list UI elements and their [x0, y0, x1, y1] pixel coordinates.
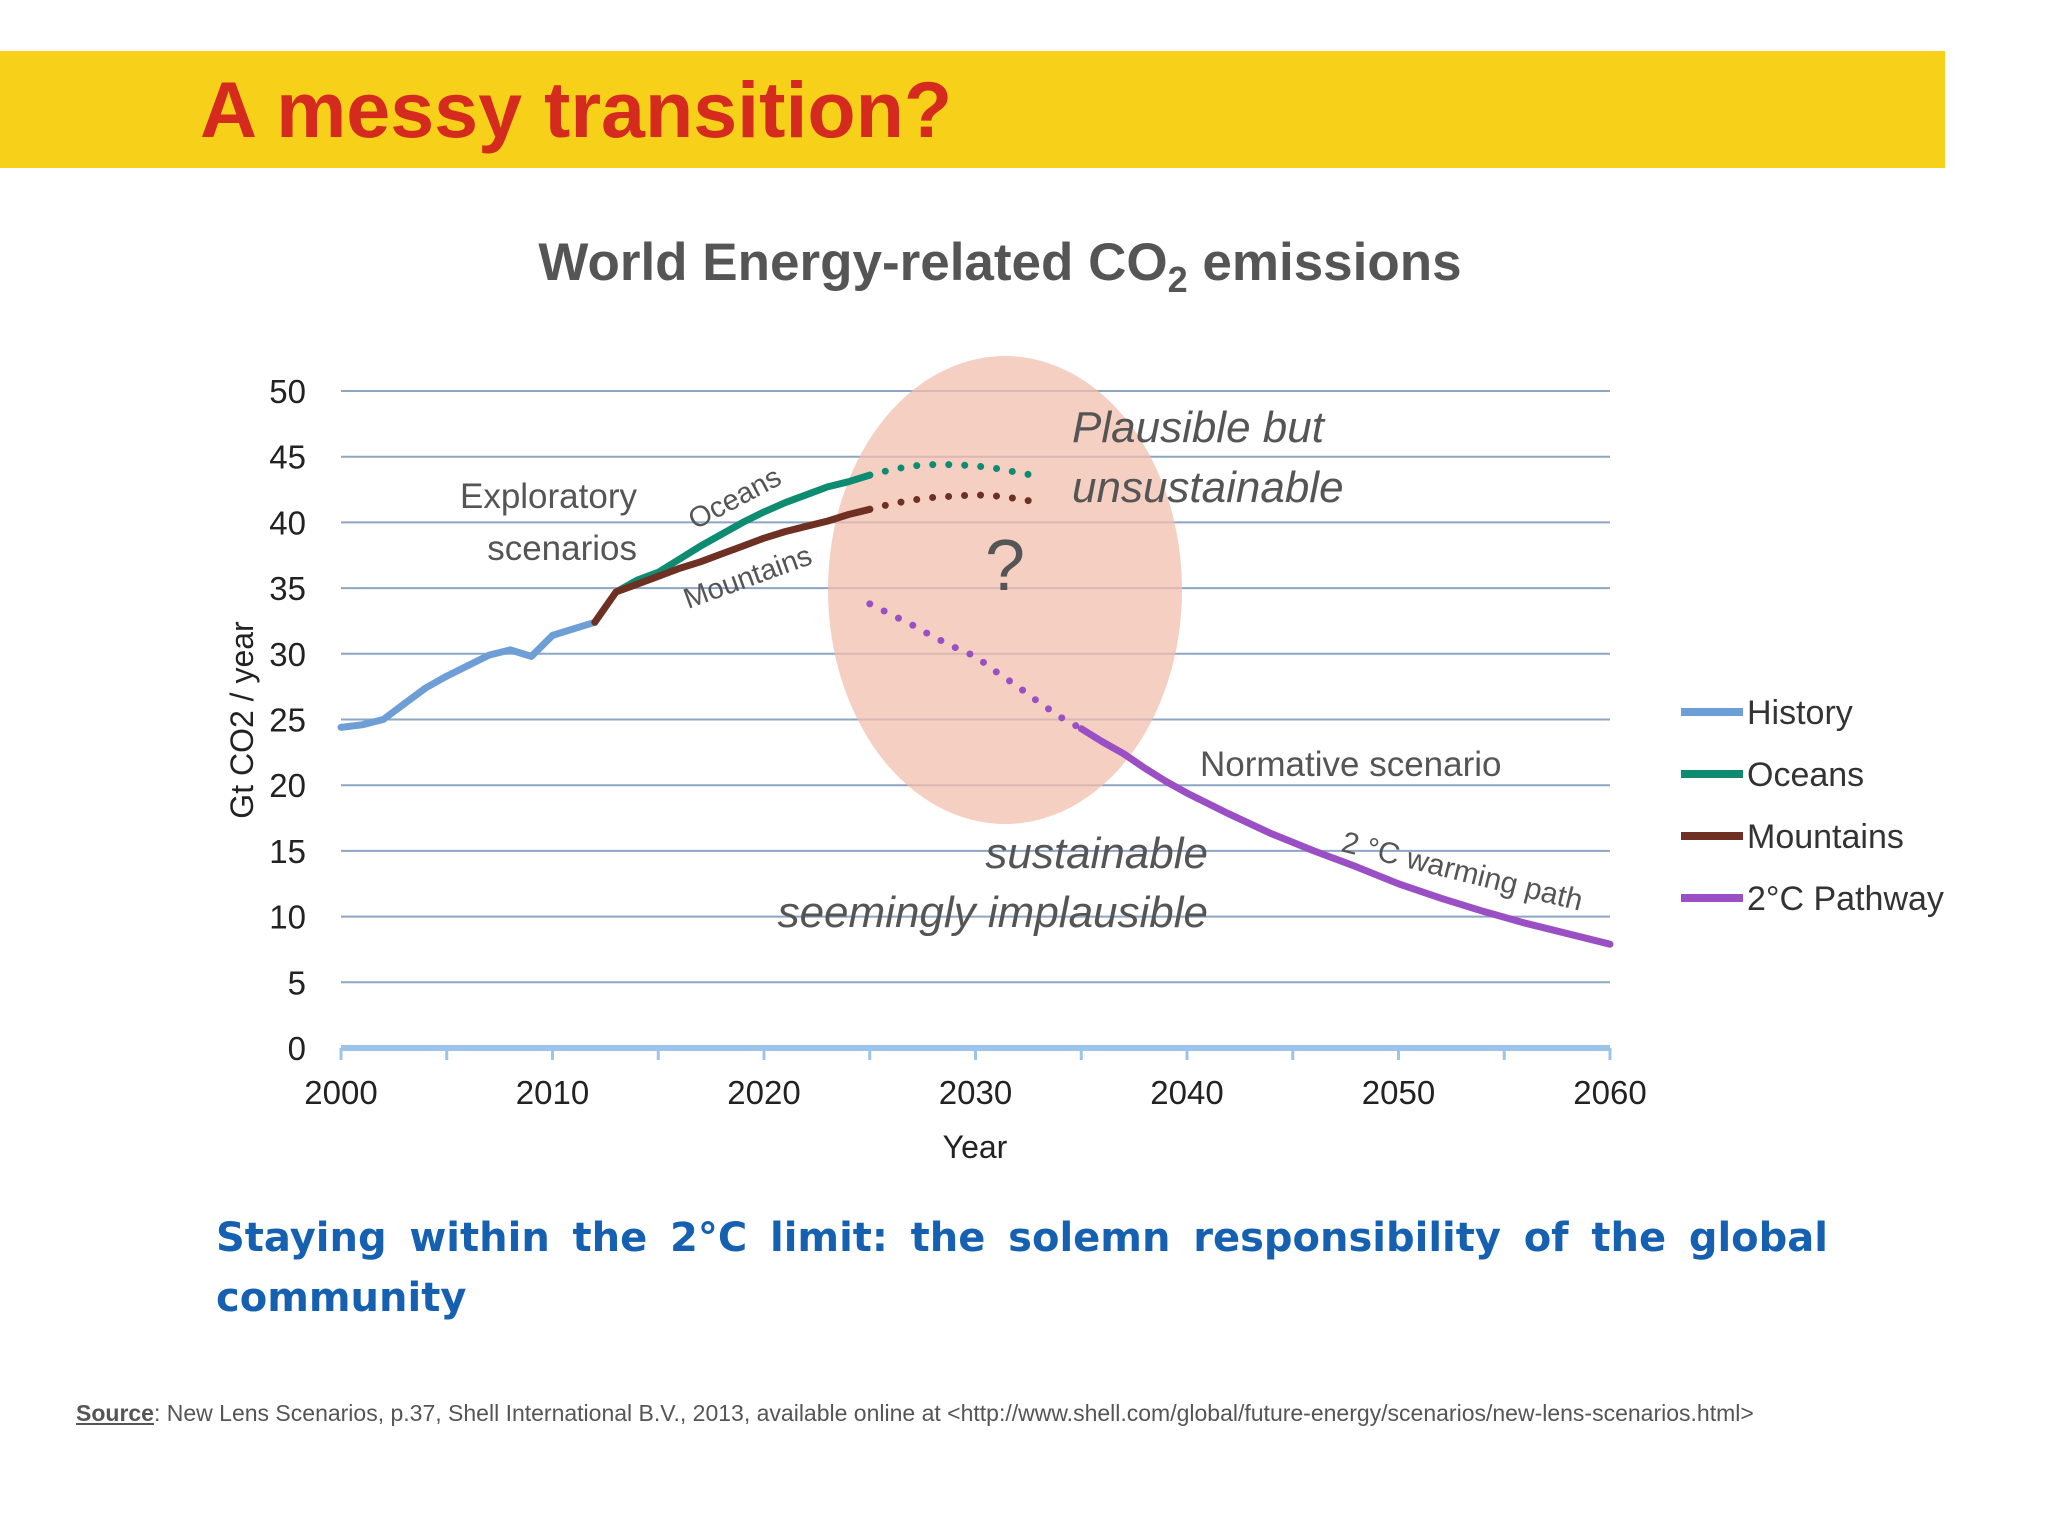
x-tick-label: 2060: [1573, 1074, 1646, 1111]
y-tick-label: 20: [269, 767, 306, 804]
x-tick-label: 2000: [304, 1074, 377, 1111]
legend-label-2-c-pathway: 2°C Pathway: [1747, 880, 1944, 918]
legend-label-mountains: Mountains: [1747, 818, 1904, 856]
y-tick-label: 25: [269, 702, 306, 739]
series-line-history: [337, 618, 599, 731]
legend-label-history: History: [1747, 694, 1853, 732]
x-tick-label: 2040: [1150, 1074, 1223, 1111]
x-tick-label: 2010: [516, 1074, 589, 1111]
y-tick-label: 45: [269, 439, 306, 476]
title-banner: [0, 51, 1945, 168]
x-tick-label: 2020: [727, 1074, 800, 1111]
y-tick-label: 35: [269, 570, 306, 607]
series-projection-2-c-pathway: [866, 600, 1085, 733]
source-text: : New Lens Scenarios, p.37, Shell Intern…: [153, 1400, 1754, 1426]
chart-title-subscript: 2: [1167, 259, 1188, 300]
y-tick-label: 40: [269, 504, 306, 541]
series-line-mountains: [591, 505, 874, 626]
annotation-unsustainable: unsustainable: [1072, 463, 1344, 512]
chart-title: World Energy-related CO2 emissions: [0, 232, 2000, 300]
annotation-exploratory: Exploratory: [460, 477, 638, 516]
x-tick-label: 2030: [939, 1074, 1012, 1111]
series-projection-oceans: [866, 461, 1043, 480]
y-tick-label: 15: [269, 833, 306, 870]
annotation-sustainable: sustainable: [985, 829, 1208, 878]
emissions-chart: 0 5 10 15 20 25 30 35 40 45 50 2000 2010 2020 2030 2040…: [224, 356, 1944, 1165]
slide-title: A messy transition?: [200, 65, 953, 154]
y-tick-label: 5: [288, 964, 306, 1001]
y-tick-label: 10: [269, 899, 306, 936]
legend-label-oceans: Oceans: [1747, 756, 1864, 794]
source-label: Source: [76, 1400, 154, 1426]
uncertainty-ellipse: [828, 356, 1182, 824]
annotation-scenarios: scenarios: [487, 529, 637, 568]
chart-title-tail: emissions: [1187, 233, 1462, 292]
x-tick-label: 2050: [1362, 1074, 1435, 1111]
series-line-oceans: [612, 471, 874, 596]
source-note: Source: New Lens Scenarios, p.37, Shell …: [76, 1398, 1896, 1429]
x-axis-title: Year: [943, 1129, 1008, 1165]
annotation-mountains: Mountains: [679, 540, 816, 616]
annotation-implausible: seemingly implausible: [778, 888, 1208, 937]
chart-title-main: World Energy-related CO: [538, 233, 1168, 292]
annotation-normative: Normative scenario: [1200, 745, 1502, 784]
y-tick-label: 50: [269, 373, 306, 410]
annotation-plausible: Plausible but: [1072, 403, 1326, 452]
y-axis-title: Gt CO2 / year: [224, 621, 260, 819]
annotation-question-mark: ?: [985, 526, 1025, 606]
series-line-2-c-pathway: [1077, 725, 1614, 948]
series-projection-mountains: [866, 491, 1043, 513]
y-tick-label: 0: [288, 1030, 306, 1067]
y-tick-label: 30: [269, 636, 306, 673]
tagline: Staying within the 2°C limit: the solemn…: [216, 1215, 1828, 1321]
